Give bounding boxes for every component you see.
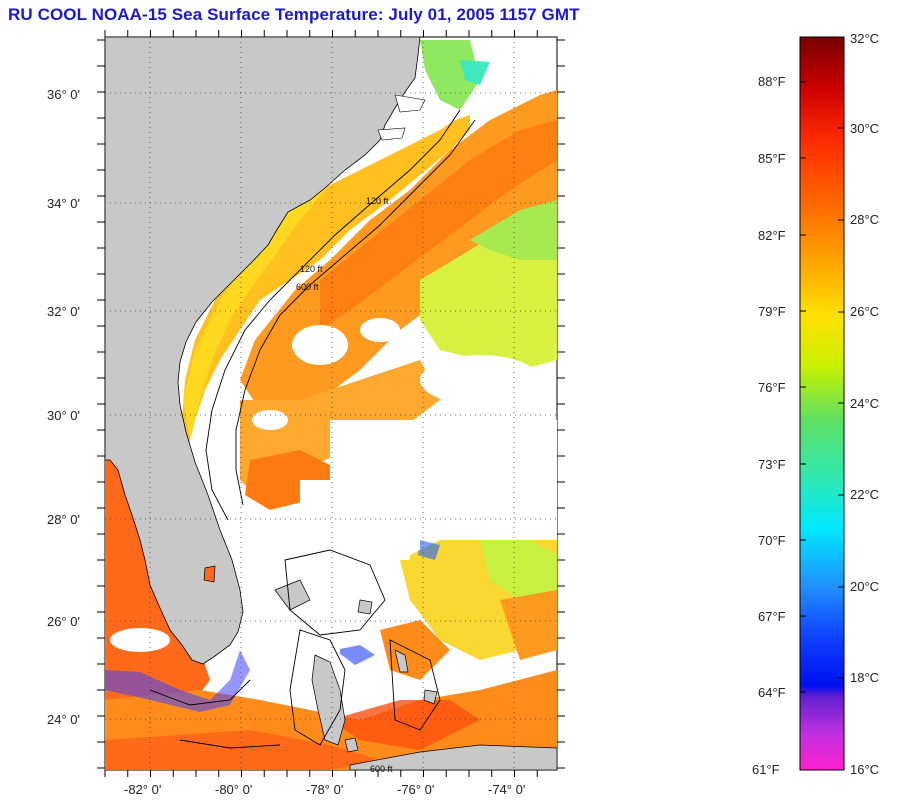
cbar-f-88: 88°F <box>758 74 786 89</box>
cbar-c-18: 18°C <box>850 670 879 685</box>
cbar-f-73: 73°F <box>758 457 786 472</box>
lat-label-34: 34° 0' <box>47 196 80 211</box>
bahamas-islands <box>203 565 438 753</box>
lat-label-30: 30° 0' <box>47 408 80 423</box>
cbar-f-61: 61°F <box>752 762 780 777</box>
land-mainland <box>105 37 421 665</box>
bathymetry-contours <box>149 109 476 749</box>
axis-ticks <box>97 30 565 777</box>
cbar-f-82: 82°F <box>758 228 786 243</box>
cbar-c-26: 26°C <box>850 304 879 319</box>
cbar-c-24: 24°C <box>850 396 879 411</box>
cbar-f-70: 70°F <box>758 533 786 548</box>
lat-label-26: 26° 0' <box>47 614 80 629</box>
cbar-c-32: 32°C <box>850 31 879 46</box>
colorbar-gradient <box>799 36 845 771</box>
lat-label-32: 32° 0' <box>47 304 80 319</box>
lat-label-36: 36° 0' <box>47 87 80 102</box>
cbar-c-22: 22°C <box>850 487 879 502</box>
lon-label-74: -74° 0' <box>488 782 525 797</box>
cbar-f-67: 67°F <box>758 609 786 624</box>
lat-label-28: 28° 0' <box>47 512 80 527</box>
cbar-c-20: 20°C <box>850 579 879 594</box>
lon-label-82: -82° 0' <box>124 782 161 797</box>
cbar-c-16: 16°C <box>850 762 879 777</box>
map-title: RU COOL NOAA-15 Sea Surface Temperature:… <box>8 5 580 24</box>
cbar-f-85: 85°F <box>758 151 786 166</box>
land-cuba <box>349 744 557 770</box>
contour-label-600: 600 ft <box>296 282 319 292</box>
lon-label-78: -78° 0' <box>306 782 343 797</box>
contour-label-120: 120 ft <box>300 264 323 274</box>
cbar-f-76: 76°F <box>758 380 786 395</box>
cbar-f-64: 64°F <box>758 685 786 700</box>
lon-label-80: -80° 0' <box>215 782 252 797</box>
longitude-labels: -82° 0' -80° 0' -78° 0' -76° 0' -74° 0' <box>124 782 525 797</box>
graticule-grid <box>105 37 557 770</box>
cbar-c-30: 30°C <box>850 121 879 136</box>
colorbar: 32°C 30°C 28°C 26°C 24°C 22°C 20°C 18°C … <box>752 31 879 777</box>
cbar-c-28: 28°C <box>850 212 879 227</box>
lat-label-24: 24° 0' <box>47 712 80 727</box>
cbar-f-79: 79°F <box>758 304 786 319</box>
lon-label-76: -76° 0' <box>397 782 434 797</box>
contour-label-120b: 120 ft <box>366 196 389 206</box>
contour-label-600b: 600 ft <box>370 764 393 774</box>
latitude-labels: 36° 0' 34° 0' 32° 0' 30° 0' 28° 0' 26° 0… <box>47 87 80 727</box>
sst-field <box>105 40 557 770</box>
